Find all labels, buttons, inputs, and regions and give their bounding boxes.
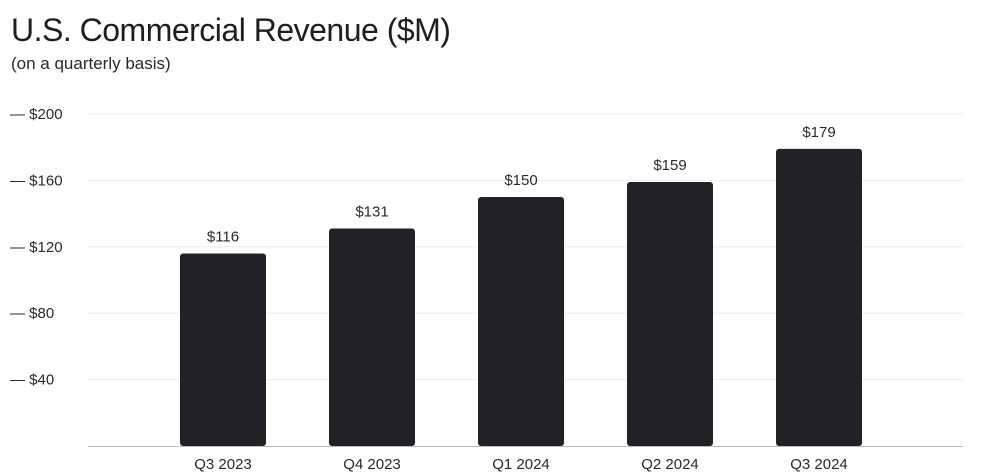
bar <box>329 228 415 446</box>
bar <box>776 148 862 447</box>
x-tick-label: Q2 2024 <box>641 456 699 473</box>
y-tick-label: — $80 <box>10 305 54 322</box>
data-label: $179 <box>802 124 835 141</box>
bar <box>180 253 266 446</box>
data-label: $116 <box>207 228 239 245</box>
y-tick-label: — $40 <box>10 372 54 389</box>
x-tick-label: Q4 2023 <box>343 456 401 473</box>
y-tick-label: — $160 <box>10 172 63 189</box>
bar <box>627 182 713 446</box>
chart-title: U.S. Commercial Revenue ($M) <box>11 12 451 48</box>
x-tick-label: Q3 2023 <box>194 456 252 473</box>
data-label: $159 <box>653 157 686 174</box>
data-label: $150 <box>504 172 537 189</box>
bar <box>478 197 564 446</box>
y-tick-label: — $200 <box>10 106 63 123</box>
x-tick-label: Q3 2024 <box>790 456 848 473</box>
chart-subtitle: (on a quarterly basis) <box>11 54 171 73</box>
data-label: $131 <box>355 204 388 221</box>
x-tick-label: Q1 2024 <box>492 456 550 473</box>
y-tick-label: — $120 <box>10 239 63 256</box>
